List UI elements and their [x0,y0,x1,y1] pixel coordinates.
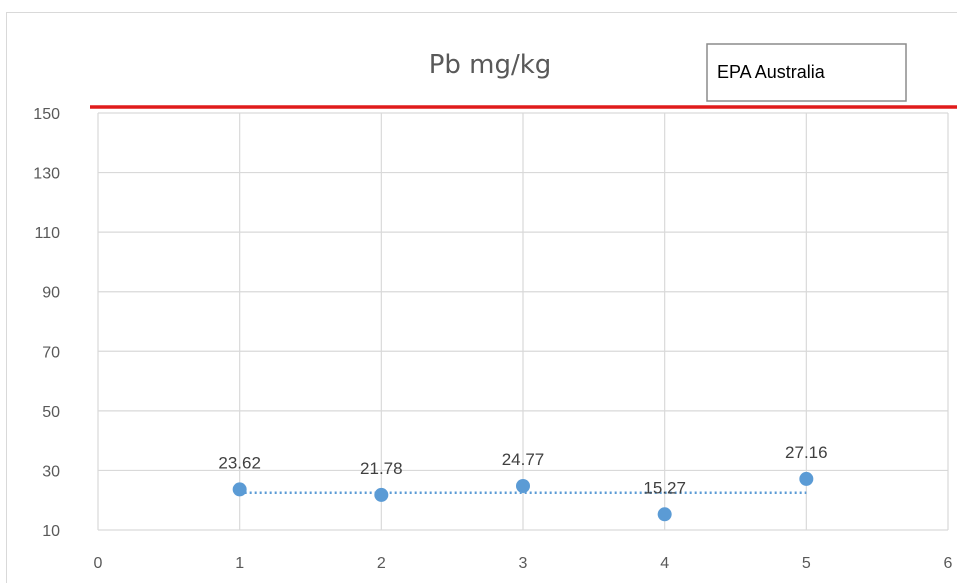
data-label-4: 15.27 [643,478,686,497]
x-tick-label-3: 3 [519,555,528,572]
chart-title: Pb mg/kg [429,50,552,80]
data-label-3: 24.77 [502,450,545,469]
data-labels: 23.62 21.78 24.77 15.27 27.16 [218,443,827,497]
data-label-1: 23.62 [218,453,261,472]
data-points [232,471,814,522]
data-point-1 [232,482,247,497]
data-point-4 [657,507,672,522]
x-tick-label-0: 0 [94,555,103,572]
y-tick-label-150: 150 [33,106,60,123]
legend-box-frame [706,43,907,102]
x-tick-label-4: 4 [660,555,669,572]
chart-frame [6,12,957,583]
y-tick-label-50: 50 [42,404,60,421]
x-axis-ticks: 0 1 2 3 4 5 6 [94,555,953,572]
y-tick-label-90: 90 [42,285,60,302]
x-tick-label-2: 2 [377,555,386,572]
data-label-5: 27.16 [785,443,828,462]
data-label-2: 21.78 [360,459,403,478]
data-point-5 [799,471,814,486]
x-tick-label-6: 6 [944,555,953,572]
x-tick-label-5: 5 [802,555,811,572]
y-tick-label-30: 30 [42,463,60,480]
gridlines [97,112,949,531]
y-tick-label-10: 10 [42,523,60,540]
y-axis-ticks: 10 30 50 70 90 110 130 150 [33,106,60,540]
y-tick-label-70: 70 [42,344,60,361]
legend-label-epa: EPA Australia [717,62,826,82]
data-point-3 [516,479,530,494]
x-tick-label-1: 1 [235,555,244,572]
y-tick-label-130: 130 [33,166,60,183]
legend-box: EPA Australia [706,43,907,102]
y-tick-label-110: 110 [34,225,60,242]
data-point-2 [374,487,389,502]
